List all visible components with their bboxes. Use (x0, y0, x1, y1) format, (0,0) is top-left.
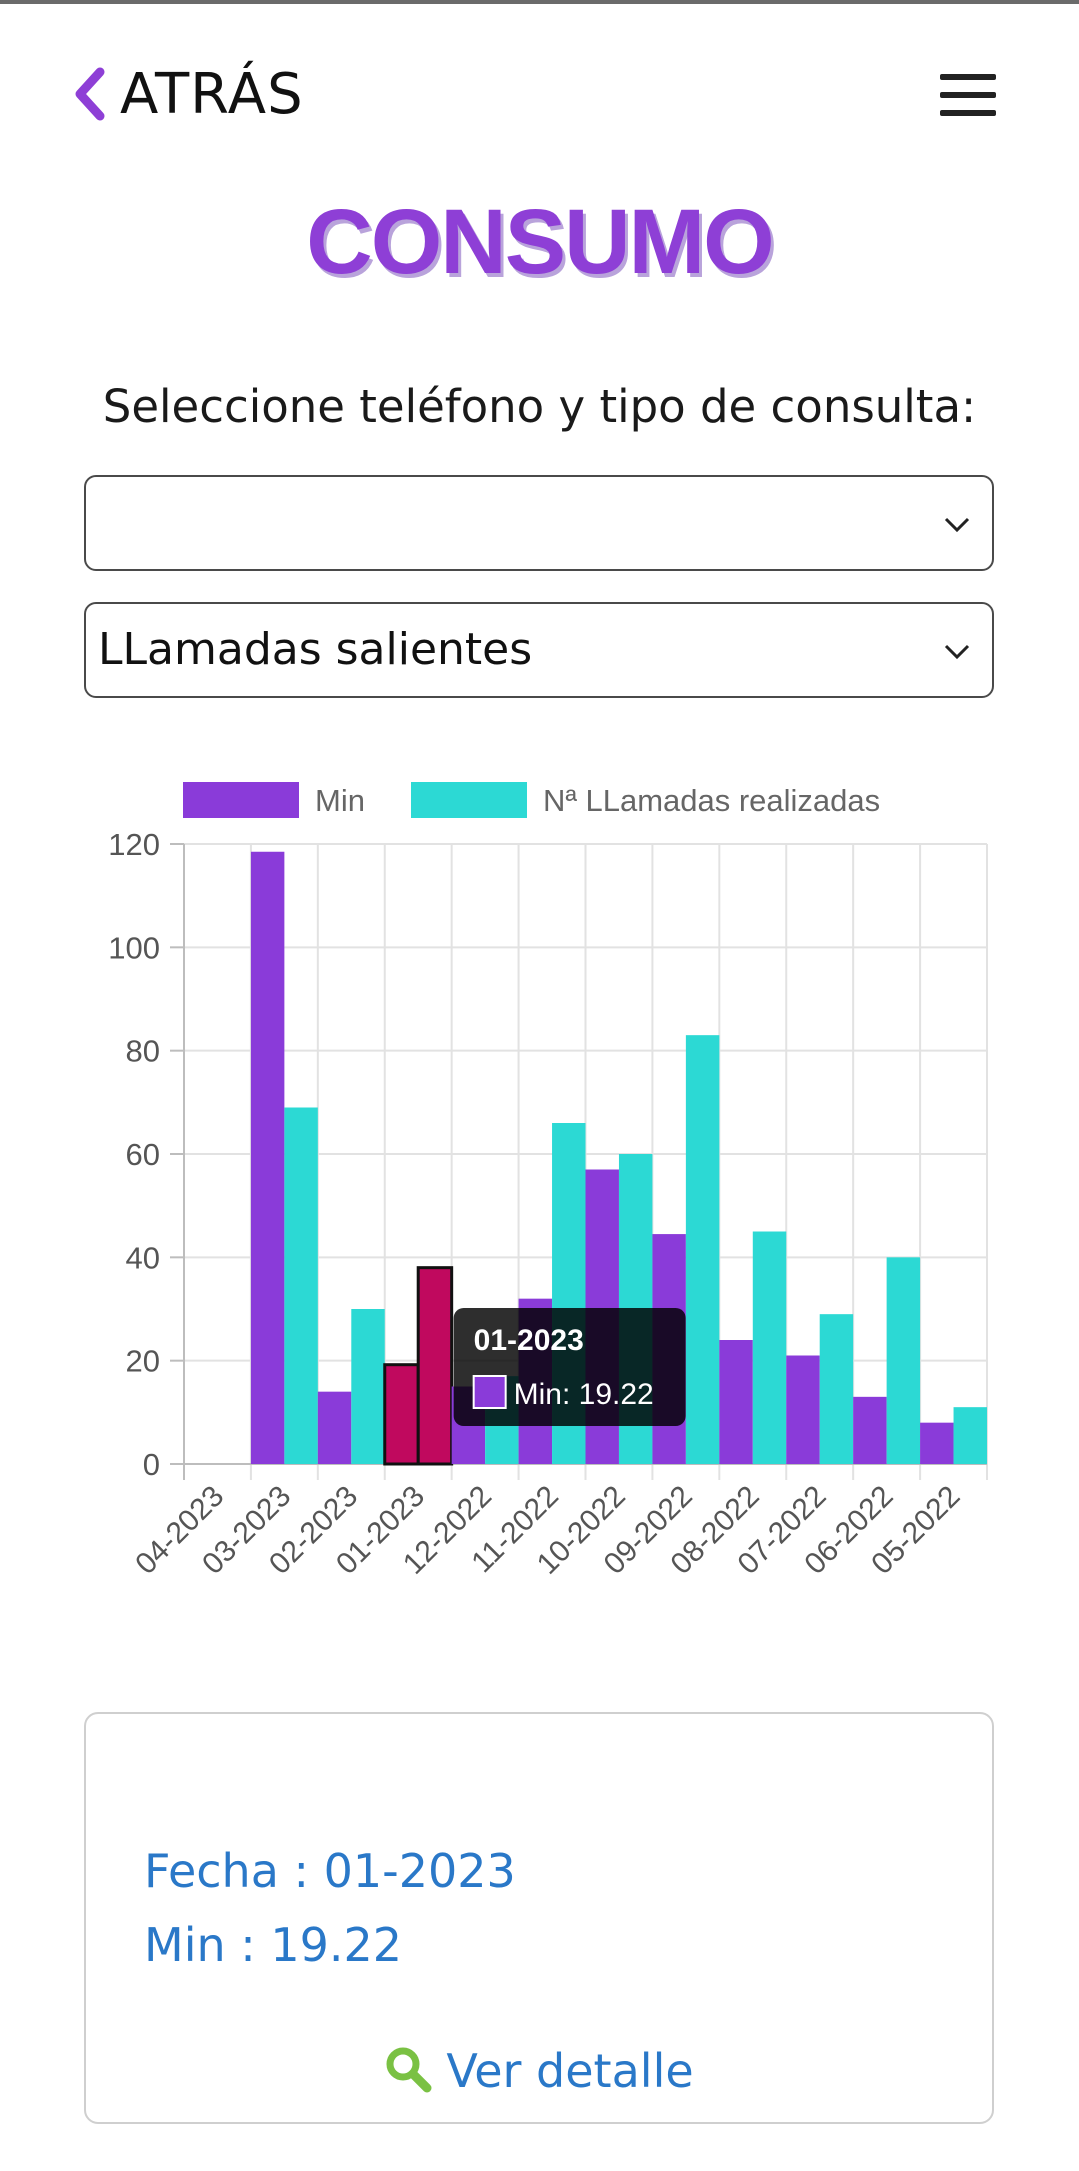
card-minutes: Min : 19.22 (144, 1918, 403, 1972)
query-type-value: LLamadas salientes (98, 624, 533, 675)
bar-min (383, 1363, 420, 1466)
bar-min (853, 1396, 887, 1464)
y-tick-label: 80 (126, 1034, 160, 1069)
back-label: ATRÁS (120, 61, 304, 127)
bar-calls (351, 1309, 385, 1464)
bar-min (786, 1355, 820, 1464)
y-tick-label: 100 (108, 930, 160, 965)
instruction-text: Seleccione teléfono y tipo de consulta: (102, 380, 977, 433)
view-detail-label: Ver detalle (446, 2044, 694, 2098)
bar-min (920, 1422, 954, 1464)
query-type-select[interactable]: LLamadas salientes (84, 602, 994, 698)
chart-svg[interactable]: 02040608010012004-202303-202302-202301-2… (0, 760, 1079, 1620)
phone-select[interactable] (84, 475, 994, 571)
bar-calls (819, 1314, 854, 1464)
y-tick-label: 0 (143, 1447, 160, 1482)
tooltip-swatch (472, 1375, 507, 1409)
chevron-down-icon (944, 644, 970, 664)
bar-calls (685, 1035, 720, 1464)
search-icon (384, 2045, 432, 2097)
bar-min (317, 1391, 352, 1464)
bar-calls (284, 1107, 318, 1464)
tooltip-box (453, 1308, 686, 1426)
chevron-down-icon (944, 517, 970, 537)
bar-min (250, 851, 285, 1464)
consumption-chart[interactable]: 0 20 40 60 80 100 120 04-2023 03-2023 02-2023 01-2… (0, 760, 1079, 1620)
bar-calls (953, 1407, 987, 1464)
y-tick-label: 60 (126, 1137, 160, 1172)
y-tick-label: 20 (126, 1344, 160, 1379)
chevron-left-icon (72, 66, 106, 122)
view-detail-link[interactable]: Ver detalle (86, 2044, 992, 2098)
y-tick-label: 40 (126, 1240, 160, 1275)
y-tick-label: 120 (108, 827, 160, 862)
legend-swatch (411, 782, 527, 818)
detail-card: Fecha : 01-2023 Min : 19.22 Ver detalle (84, 1712, 994, 2124)
bar-calls (886, 1257, 921, 1464)
top-divider (0, 0, 1079, 4)
back-button[interactable]: ATRÁS (72, 58, 304, 130)
tooltip-value: Min: 19.22 (514, 1378, 654, 1411)
legend-label: Nª LLamadas realizadas (543, 783, 880, 818)
card-date: Fecha : 01-2023 (144, 1844, 516, 1898)
bar-min (719, 1340, 753, 1464)
bar-calls (752, 1231, 787, 1464)
legend-label: Min (315, 783, 365, 818)
page-title: CONSUMO (306, 191, 774, 293)
legend-swatch (183, 782, 299, 818)
hamburger-menu-icon[interactable] (940, 74, 996, 116)
bar-calls (416, 1266, 454, 1466)
tooltip-title: 01-2023 (474, 1324, 584, 1357)
